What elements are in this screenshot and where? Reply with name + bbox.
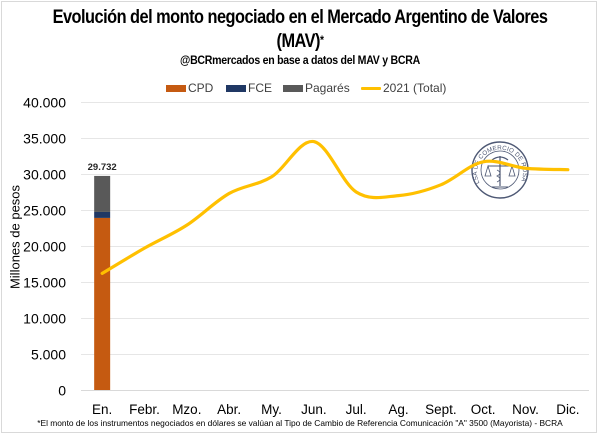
data-labels: 29.732	[88, 162, 117, 173]
chart-title: Evolución del monto negociado en el Merc…	[42, 6, 558, 53]
x-tick-label: Mzo.	[172, 402, 201, 417]
x-tick-label: Oct.	[471, 402, 496, 417]
chart-title-text: Evolución del monto negociado en el Merc…	[52, 7, 548, 52]
x-tick-label: Febr.	[129, 402, 160, 417]
bar-pagar-s	[94, 175, 111, 212]
legend-label-fce: FCE	[248, 81, 272, 95]
legend-label-pagares: Pagarés	[305, 81, 350, 95]
x-tick-label: En.	[92, 402, 112, 417]
bars	[94, 175, 111, 390]
x-tick-label: Jul.	[346, 402, 367, 417]
title-asterisk: *	[319, 33, 324, 47]
legend-item-total-2021: 2021 (Total)	[361, 80, 446, 96]
legend-swatch-cpd	[166, 84, 186, 92]
x-tick-label: My.	[261, 402, 282, 417]
x-axis-ticks: En. Febr. Mzo. Abr. My. Jun. Jul. Ag. Sept. Oct. N…	[92, 402, 579, 417]
line-total-2021	[100, 139, 570, 275]
x-tick-label: Sept.	[425, 402, 457, 417]
y-tick-label: 10.000	[23, 311, 66, 327]
legend-item-pagares: Pagarés	[283, 80, 350, 96]
x-tick-label: Ag.	[388, 402, 408, 417]
bcr-seal-icon: BOLSA DE COMERCIO DE ROSARIO	[0, 0, 529, 199]
x-tick-label: Abr.	[217, 402, 241, 417]
y-tick-label: 40.000	[23, 95, 66, 111]
x-tick-label: Jun.	[301, 402, 327, 417]
y-tick-label: 15.000	[23, 275, 66, 291]
legend: CPD FCE Pagarés 2021 (Total)	[0, 80, 600, 96]
legend-label-cpd: CPD	[188, 81, 214, 95]
legend-label-total-2021: 2021 (Total)	[383, 81, 447, 95]
line-series	[100, 139, 570, 275]
chart-subtitle: @BCRmercados en base a datos del MAV y B…	[180, 53, 420, 67]
bar-total-label: 29.732	[88, 162, 117, 173]
legend-swatch-total-2021	[361, 86, 381, 90]
bar-cpd	[94, 217, 111, 390]
x-tick-label: Dic.	[556, 402, 579, 417]
y-tick-label: 5.000	[31, 347, 66, 363]
y-tick-label: 0	[58, 383, 66, 399]
bar-fce	[94, 211, 111, 218]
x-tick-label: Nov.	[512, 402, 539, 417]
seal-text: BOLSA DE COMERCIO DE ROSARIO	[0, 0, 528, 185]
y-tick-label: 20.000	[23, 239, 66, 255]
footnote: *El monto de los instrumentos negociados…	[37, 418, 563, 428]
legend-swatch-fce	[226, 84, 246, 92]
legend-swatch-pagares	[283, 84, 303, 92]
y-axis-ticks: 0 5.000 10.000 15.000 20.000 25.000 30.000 35.0…	[23, 95, 66, 399]
y-tick-label: 25.000	[23, 203, 66, 219]
svg-text:BOLSA DE COMERCIO DE ROSARIO: BOLSA DE COMERCIO DE ROSARIO	[0, 0, 528, 185]
y-tick-label: 35.000	[23, 131, 66, 147]
y-tick-label: 30.000	[23, 167, 66, 183]
legend-item-cpd: CPD	[166, 80, 213, 96]
legend-item-fce: FCE	[226, 80, 272, 96]
